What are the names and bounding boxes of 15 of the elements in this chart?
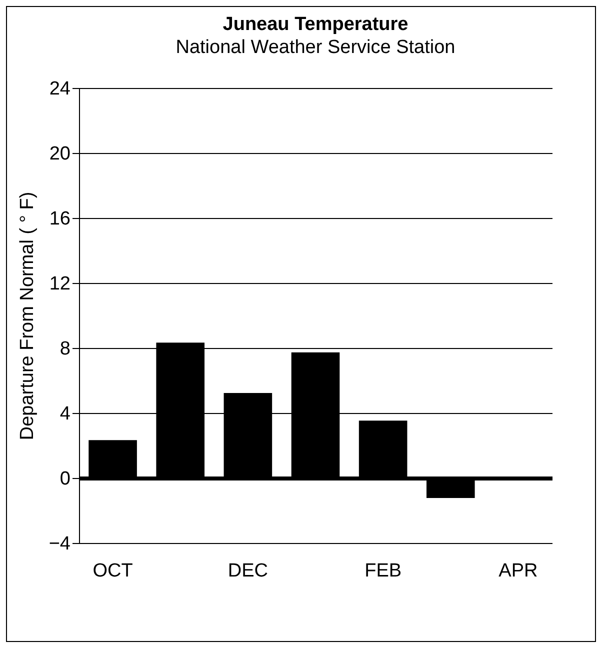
y-tick-label: 16 <box>49 208 70 230</box>
chart-title: Juneau Temperature <box>222 14 408 35</box>
y-tick-label: 0 <box>60 468 70 490</box>
y-tick-label: 4 <box>60 404 71 424</box>
y-axis-title: Departure From Normal ( ° F) <box>16 192 38 440</box>
x-tick-label: OCT <box>92 560 134 582</box>
y-tick-label: 24 <box>49 78 71 100</box>
y-tick-label: 12 <box>49 274 70 294</box>
x-tick-label: FEB <box>364 560 402 582</box>
y-tick-label: −4 <box>48 534 71 554</box>
x-tick-label: APR <box>498 560 538 582</box>
x-tick-label: DEC <box>228 560 268 582</box>
y-tick-label: 8 <box>60 338 70 360</box>
y-tick-label: 20 <box>49 144 70 164</box>
chart-subtitle: National Weather Service Station <box>176 37 456 58</box>
